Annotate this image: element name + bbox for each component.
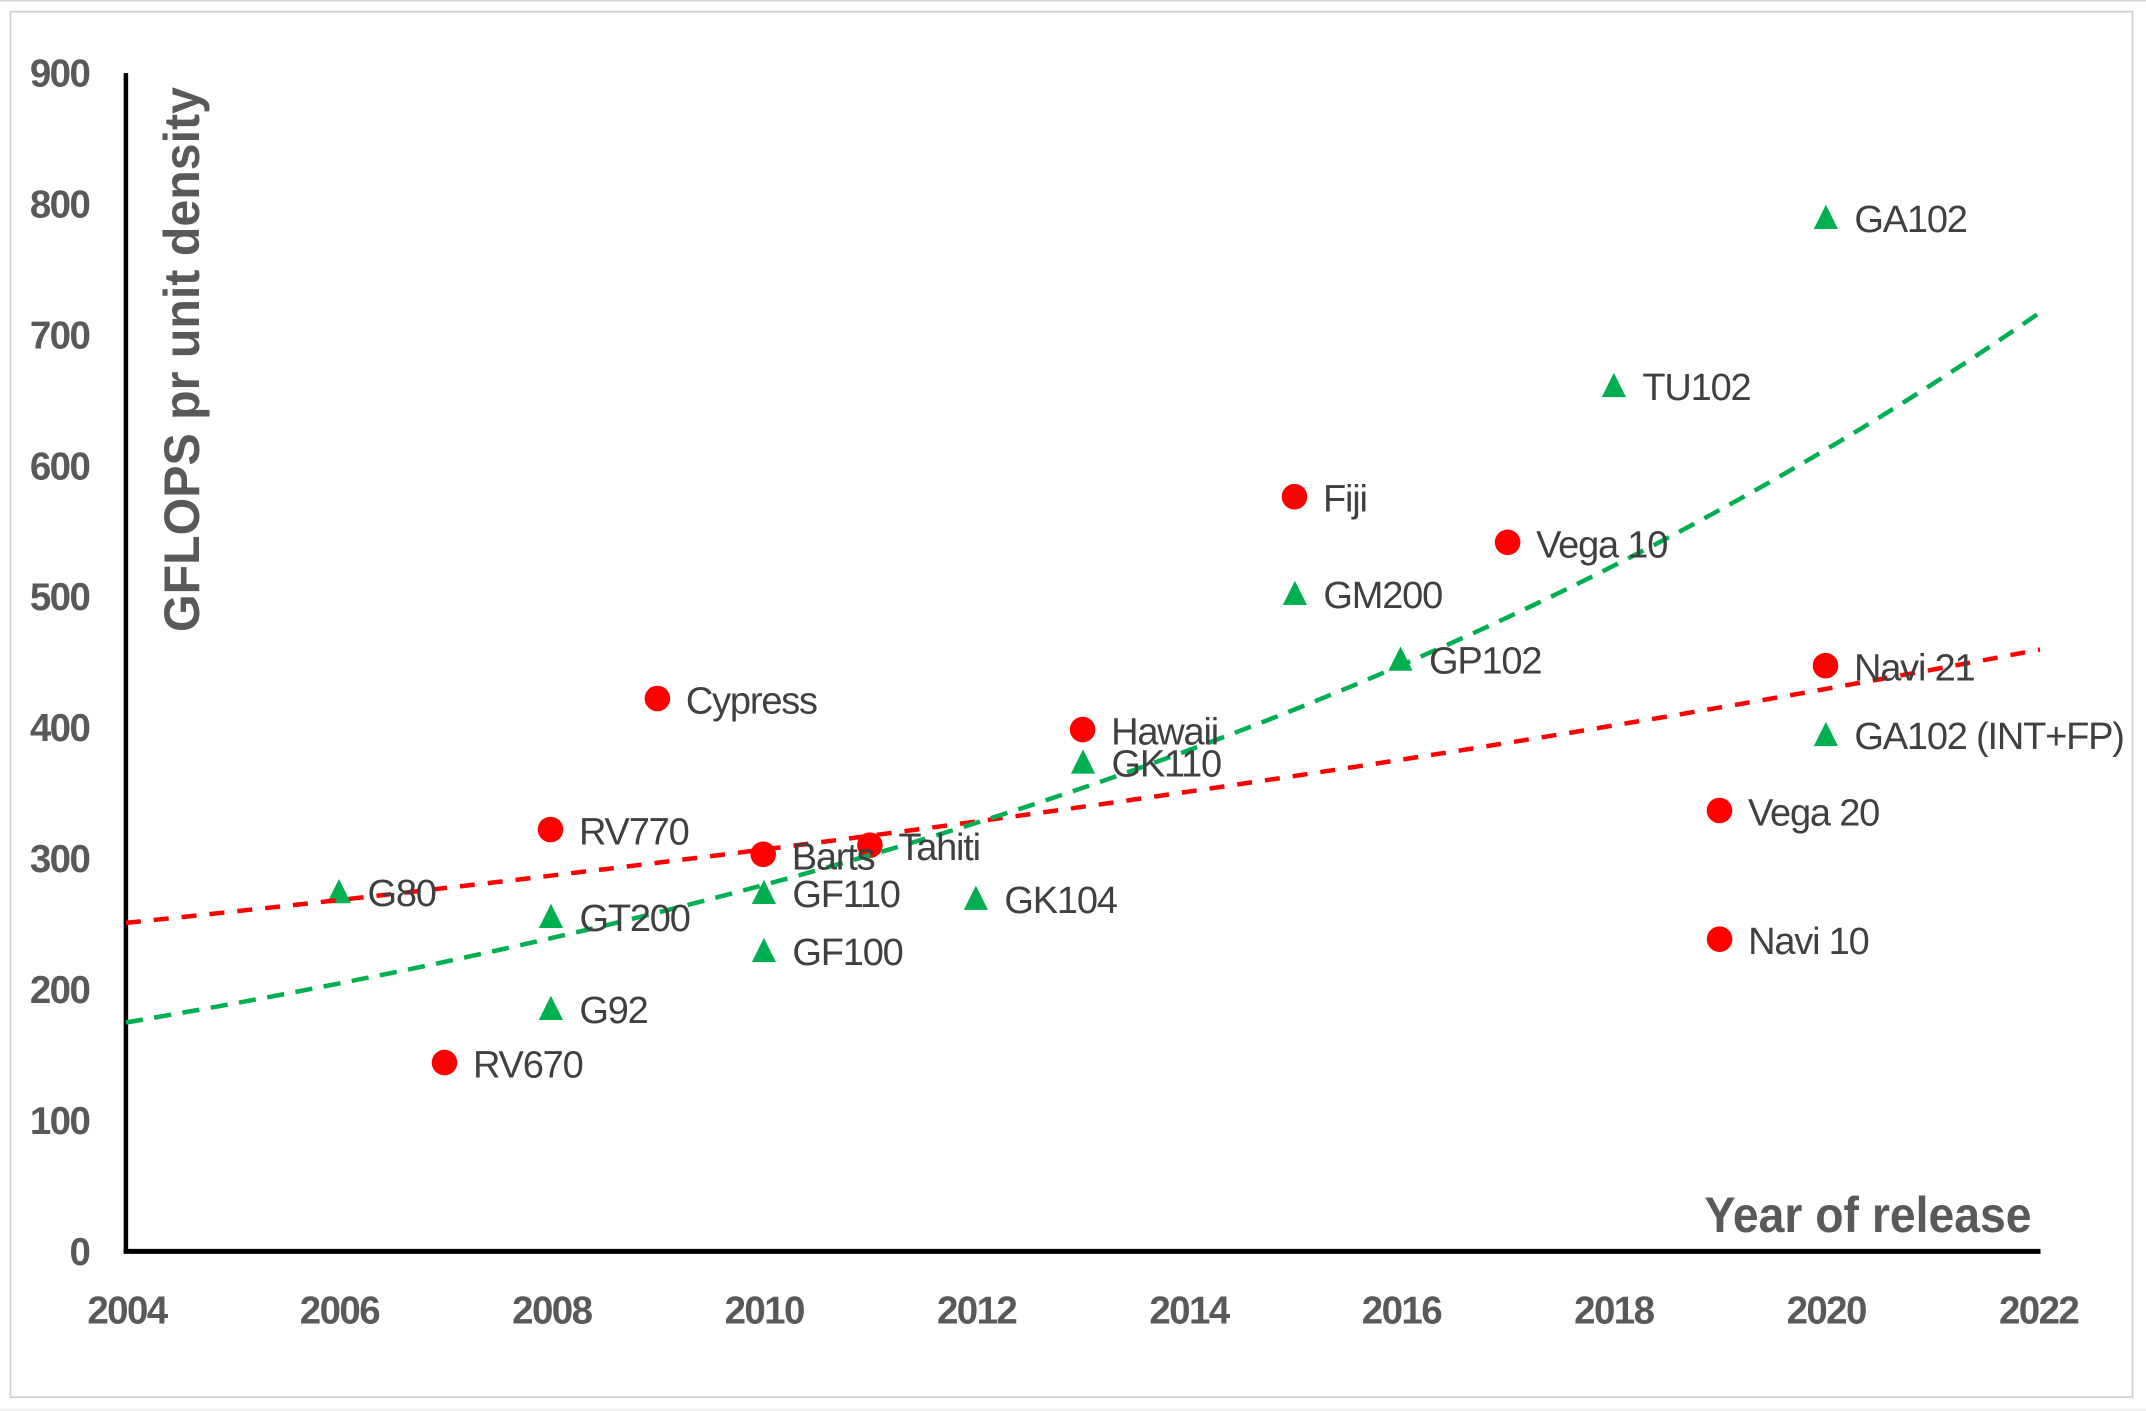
svg-text:2004: 2004 [87,1289,168,1332]
svg-text:GT200: GT200 [580,898,690,940]
svg-text:2018: 2018 [1574,1289,1654,1332]
svg-text:2010: 2010 [725,1289,804,1332]
svg-text:2008: 2008 [512,1289,592,1332]
svg-text:GF110: GF110 [792,874,899,916]
svg-text:500: 500 [30,576,90,619]
svg-text:GK110: GK110 [1112,744,1222,786]
svg-text:2020: 2020 [1787,1289,1866,1332]
svg-text:800: 800 [30,183,90,226]
svg-text:2012: 2012 [937,1289,1016,1332]
svg-text:Vega 20: Vega 20 [1748,793,1879,835]
svg-text:Cypress: Cypress [686,681,817,723]
svg-text:Navi 10: Navi 10 [1748,921,1869,963]
svg-text:TU102: TU102 [1642,367,1750,409]
svg-text:Barts: Barts [792,836,875,878]
svg-text:300: 300 [30,838,90,881]
svg-text:2014: 2014 [1149,1289,1230,1332]
svg-text:RV770: RV770 [579,812,689,854]
svg-text:0: 0 [69,1231,89,1274]
svg-text:GA102 (INT+FP): GA102 (INT+FP) [1854,716,2123,758]
svg-text:G92: G92 [579,990,647,1032]
svg-text:400: 400 [30,707,90,750]
svg-text:Fiji: Fiji [1323,479,1367,521]
svg-text:2022: 2022 [1999,1289,2078,1332]
svg-text:2006: 2006 [300,1289,380,1332]
svg-text:Tahiti: Tahiti [898,827,980,869]
svg-text:700: 700 [30,314,90,357]
svg-text:Navi 21: Navi 21 [1854,648,1975,690]
svg-text:GM200: GM200 [1323,575,1442,617]
svg-text:GFLOPS pr unit density: GFLOPS pr unit density [154,87,210,632]
svg-text:GF100: GF100 [792,932,902,974]
svg-text:Hawaii: Hawaii [1111,712,1218,754]
svg-text:Vega 10: Vega 10 [1536,524,1667,566]
svg-text:G80: G80 [368,873,436,915]
svg-text:100: 100 [30,1100,90,1143]
svg-text:GP102: GP102 [1429,641,1541,683]
svg-text:RV670: RV670 [473,1045,583,1087]
svg-text:900: 900 [30,53,90,96]
svg-text:200: 200 [30,969,90,1012]
svg-text:GA102: GA102 [1854,199,1966,241]
svg-text:600: 600 [30,445,90,488]
svg-text:GK104: GK104 [1004,880,1117,922]
svg-text:Year of release: Year of release [1705,1187,2032,1243]
svg-text:2016: 2016 [1362,1289,1442,1332]
